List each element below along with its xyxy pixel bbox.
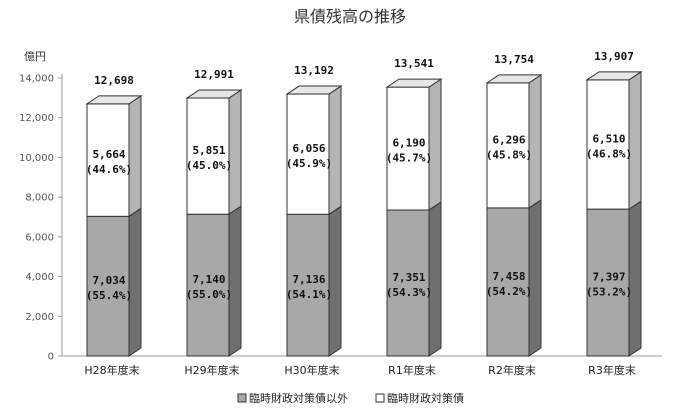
- bar-percent-label: (45.7%): [386, 152, 432, 165]
- y-tick-label: 14,000: [19, 74, 54, 85]
- bar-segment-other-debt: [286, 213, 330, 357]
- bar-percent-label: (54.1%): [286, 288, 332, 301]
- data-labels-group: 7,034 (55.4%) 5,664 (44.6%) 12,698 7,140 (55.0…: [86, 50, 634, 302]
- bar-value-label: 6,056: [292, 142, 325, 155]
- bar-segment-temporary-debt: [186, 97, 230, 215]
- bar-segment-other-debt-side: [428, 201, 442, 357]
- bar-segment-other-debt: [586, 208, 630, 357]
- bar-value-label: 6,510: [592, 132, 625, 145]
- y-tick-label: 2,000: [25, 312, 54, 323]
- bar-percent-label: (54.3%): [386, 286, 432, 299]
- bar-percent-label: (55.0%): [186, 288, 232, 301]
- bar-segment-other-debt: [486, 207, 530, 357]
- legend-swatch: [375, 393, 385, 403]
- x-tick-label: H29年度末: [184, 363, 239, 377]
- legend-label: 臨時財政対策債: [387, 391, 464, 405]
- bar-top-face: [585, 71, 643, 81]
- bar-segment-other-debt-side: [528, 198, 542, 357]
- bar-segment-other-debt-side: [128, 207, 142, 357]
- bar-percent-label: (45.9%): [286, 157, 332, 170]
- bar-value-label: 6,296: [492, 133, 525, 146]
- y-axis-unit-label: 億円: [24, 50, 46, 63]
- bar-segment-other-debt-side: [228, 205, 242, 357]
- axes: 0 2,000 4,000 6,000 8,000 10,000 12,000 14,000 H…: [19, 74, 662, 377]
- bar-total-label: 13,541: [394, 57, 434, 70]
- bar-value-label: 7,140: [192, 273, 225, 286]
- x-tick-label: H28年度末: [84, 363, 139, 377]
- bar-value-label: 7,458: [492, 270, 525, 283]
- y-tick-label: 10,000: [19, 153, 54, 164]
- bar-total-label: 13,907: [594, 50, 634, 63]
- bar-segment-temporary-debt-side: [628, 70, 642, 211]
- bar-top-face: [85, 95, 143, 105]
- chart-title: 県債残高の推移: [294, 7, 406, 26]
- bar-segment-temporary-debt: [486, 82, 530, 209]
- bar-top-face: [485, 74, 543, 84]
- bar-value-label: 7,136: [292, 273, 325, 286]
- legend-swatch: [237, 393, 247, 403]
- bar-top-face: [385, 78, 443, 88]
- bar-value-label: 5,851: [192, 144, 225, 157]
- bar-value-label: 7,397: [592, 271, 625, 284]
- bar-segment-temporary-debt-side: [328, 85, 342, 216]
- legend: 臨時財政対策債以外 臨時財政対策債: [237, 391, 464, 405]
- x-tick-label: R1年度末: [388, 363, 436, 377]
- bar-segment-other-debt-side: [328, 205, 342, 357]
- bar-percent-label: (53.2%): [586, 286, 632, 299]
- bar-percent-label: (45.8%): [486, 148, 532, 161]
- bar-segment-temporary-debt-side: [128, 94, 142, 218]
- bar-segment-temporary-debt-side: [428, 78, 442, 211]
- bar-total-label: 12,991: [194, 68, 234, 81]
- bar-value-label: 5,664: [92, 148, 125, 161]
- bar-top-face: [285, 85, 343, 95]
- bar-top-face: [185, 89, 243, 99]
- bar-percent-label: (44.6%): [86, 163, 132, 176]
- bar-value-label: 6,190: [392, 137, 425, 150]
- bar-total-label: 13,754: [494, 53, 534, 66]
- bar-value-label: 7,351: [392, 271, 425, 284]
- bar-percent-label: (46.8%): [586, 147, 632, 160]
- bar-total-label: 13,192: [294, 64, 334, 77]
- bar-segment-other-debt: [86, 215, 130, 357]
- y-tick-label: 6,000: [25, 232, 54, 243]
- bar-value-label: 7,034: [92, 274, 125, 287]
- bars-group: [85, 70, 643, 357]
- y-tick-label: 0: [48, 352, 54, 363]
- legend-label: 臨時財政対策債以外: [249, 391, 348, 405]
- x-tick-label: H30年度末: [284, 363, 339, 377]
- bar-segment-temporary-debt-side: [528, 73, 542, 209]
- bar-segment-other-debt-side: [628, 200, 642, 357]
- y-tick-label: 8,000: [25, 193, 54, 204]
- bar-percent-label: (45.0%): [186, 159, 232, 172]
- x-tick-label: R2年度末: [488, 363, 536, 377]
- x-tick-label: R3年度末: [588, 363, 636, 377]
- bar-segment-temporary-debt: [286, 93, 330, 215]
- y-tick-label: 12,000: [19, 113, 54, 124]
- bar-total-label: 12,698: [94, 74, 134, 87]
- bar-percent-label: (54.2%): [486, 285, 532, 298]
- bar-segment-temporary-debt-side: [228, 89, 242, 216]
- bar-percent-label: (55.4%): [86, 289, 132, 302]
- y-tick-label: 4,000: [25, 272, 54, 283]
